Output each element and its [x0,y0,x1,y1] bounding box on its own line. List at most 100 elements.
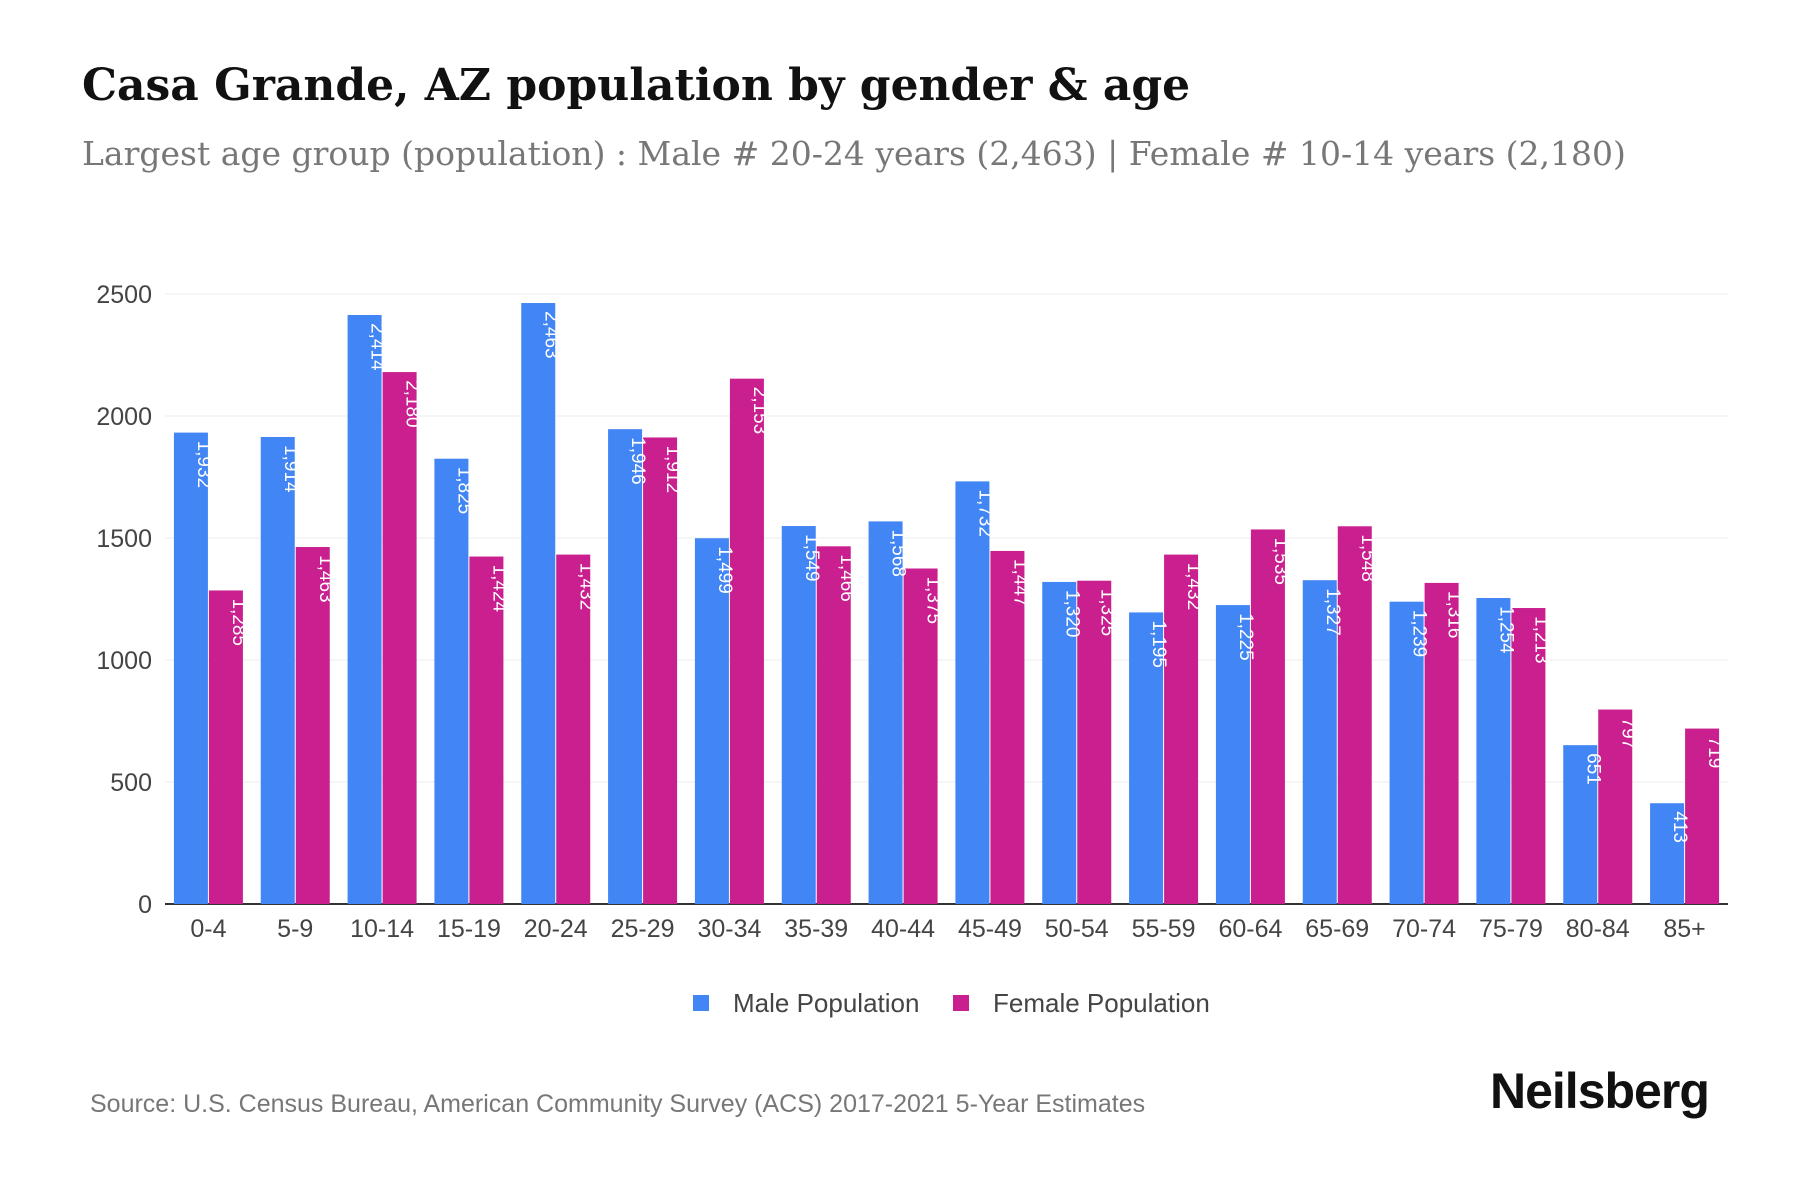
male-value-label: 1,225 [1235,613,1256,661]
x-tick-label: 45-49 [958,915,1022,943]
male-value-label: 1,932 [193,441,214,489]
y-tick-label: 2000 [96,403,152,431]
female-bar-75-79 [1511,608,1546,904]
male-value-label: 1,254 [1495,606,1516,654]
male-value-label: 1,946 [627,437,648,485]
female-bar-80-84 [1598,709,1633,904]
x-tick-label: 75-79 [1479,915,1543,943]
male-bar-20-24 [521,303,556,904]
x-tick-label: 30-34 [697,915,761,943]
female-value-label: 1,432 [575,563,596,611]
source-note: Source: U.S. Census Bureau, American Com… [90,1090,1146,1118]
male-bar-55-59 [1129,612,1164,904]
male-bar-15-19 [434,458,469,904]
y-tick-label: 500 [110,769,152,797]
male-legend-swatch [693,995,709,1011]
female-value-label: 1,325 [1096,589,1117,637]
female-value-label: 2,180 [402,380,423,428]
female-bar-65-69 [1337,526,1372,904]
x-tick-label: 70-74 [1392,915,1456,943]
male-value-label: 1,568 [888,529,909,577]
y-axis-ticks: 0 500 1000 1500 2000 2500 [96,281,152,919]
bar-labels: 1,932 1,285 1,914 1,463 2,414 2,180 1,825 1,424… [193,311,1725,843]
male-value-label: 2,414 [367,323,388,371]
male-value-label: 1,914 [280,445,301,493]
x-tick-label: 65-69 [1305,915,1369,943]
x-tick-label: 10-14 [350,915,414,943]
female-bar-15-19 [469,556,504,904]
x-tick-label: 40-44 [871,915,935,943]
chart-subtitle: Largest age group (population) : Male # … [82,134,1626,173]
female-bar-45-49 [990,550,1025,904]
female-bar-50-54 [1077,580,1112,904]
female-value-label: 1,432 [1183,563,1204,611]
male-bar-35-39 [781,526,816,904]
male-bar-80-84 [1563,745,1598,904]
female-value-label: 1,424 [488,565,509,613]
male-bar-10-14 [347,314,382,904]
male-bar-25-29 [608,429,643,904]
female-value-label: 1,447 [1009,559,1030,607]
x-tick-label: 85+ [1663,915,1705,943]
male-bar-40-44 [868,521,903,904]
female-bar-85+ [1685,728,1720,904]
male-bar-50-54 [1042,581,1077,904]
brand-logo: Neilsberg [1490,1063,1710,1119]
y-tick-label: 0 [138,891,152,919]
female-value-label: 1,375 [923,577,944,625]
x-tick-label: 15-19 [437,915,501,943]
female-value-label: 1,213 [1530,616,1551,664]
female-bar-25-29 [643,437,678,904]
female-bar-35-39 [816,546,851,904]
population-bar-chart: 0 500 1000 1500 2000 2500 1,932 1,285 1,914 1,46… [96,281,1728,1018]
chart-title: Casa Grande, AZ population by gender & a… [82,60,1191,111]
male-bar-0-4 [173,432,208,904]
x-tick-label: 50-54 [1045,915,1109,943]
x-axis-ticks: 0-4 5-9 10-14 15-19 20-24 25-29 30-34 35-39 40-4… [190,915,1705,943]
female-bar-70-74 [1424,582,1459,904]
male-value-label: 1,239 [1409,610,1430,658]
female-legend-label: Female Population [993,988,1210,1018]
male-bar-5-9 [260,436,295,904]
bars [173,303,1720,905]
female-bar-30-34 [729,378,764,905]
male-bar-30-34 [694,538,729,904]
female-value-label: 1,463 [315,555,336,603]
x-tick-label: 80-84 [1566,915,1630,943]
female-bar-10-14 [382,372,417,905]
female-value-label: 1,548 [1357,534,1378,582]
male-bar-70-74 [1389,601,1424,904]
female-bar-40-44 [903,568,938,904]
male-value-label: 2,463 [540,311,561,359]
x-tick-label: 55-59 [1132,915,1196,943]
male-value-label: 1,499 [714,546,735,594]
female-bar-20-24 [556,554,591,904]
y-tick-label: 2500 [96,281,152,309]
male-value-label: 651 [1582,753,1603,785]
male-value-label: 1,320 [1061,590,1082,638]
female-value-label: 2,153 [749,387,770,435]
x-tick-label: 25-29 [611,915,675,943]
x-tick-label: 60-64 [1218,915,1282,943]
male-value-label: 1,549 [801,534,822,582]
x-tick-label: 35-39 [784,915,848,943]
female-value-label: 797 [1617,718,1638,750]
male-bar-60-64 [1215,605,1250,904]
grid-lines [165,293,1728,905]
female-value-label: 1,535 [1270,537,1291,585]
y-tick-label: 1500 [96,525,152,553]
female-value-label: 1,316 [1444,591,1465,639]
male-value-label: 1,327 [1322,588,1343,636]
female-bar-0-4 [208,590,243,904]
male-bar-75-79 [1476,598,1511,904]
female-value-label: 719 [1704,737,1725,769]
male-value-label: 1,825 [453,467,474,515]
legend: Male Population Female Population [693,988,1210,1018]
female-value-label: 1,466 [836,554,857,602]
x-tick-label: 20-24 [524,915,588,943]
male-bar-45-49 [955,481,990,904]
y-tick-label: 1000 [96,647,152,675]
female-value-label: 1,912 [662,445,683,493]
female-value-label: 1,285 [228,598,249,646]
male-value-label: 1,195 [1148,620,1169,668]
